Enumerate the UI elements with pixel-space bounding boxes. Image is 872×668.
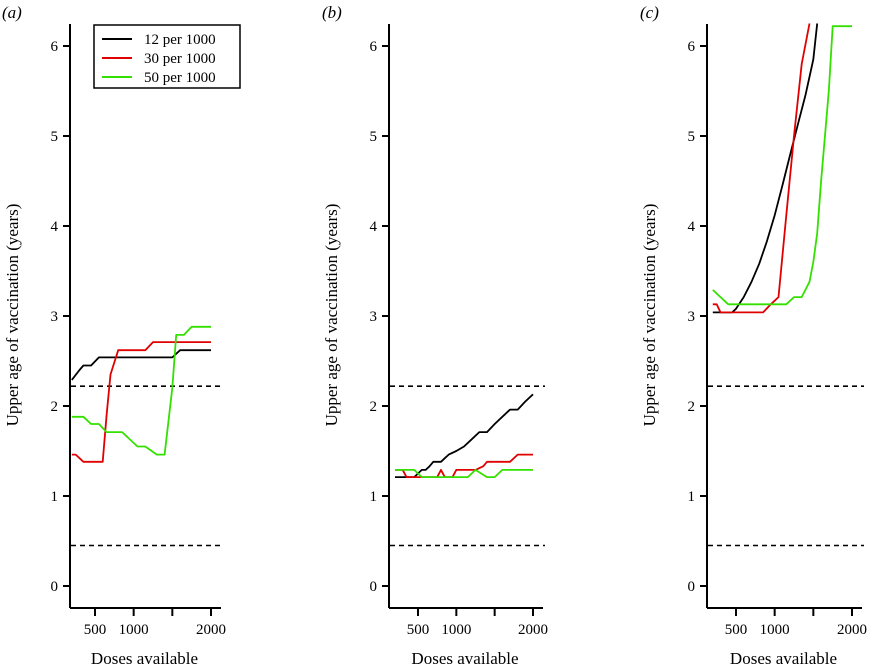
y-tick-label: 3 (688, 309, 696, 325)
x-axis-title: Doses available (730, 649, 837, 668)
series-line-12-per-1000 (712, 23, 819, 314)
x-tick-label: 1000 (441, 622, 471, 638)
series-line-50-per-1000 (712, 25, 852, 306)
y-tick-label: 1 (688, 489, 696, 505)
y-tick-label: 2 (370, 399, 378, 415)
y-axis-title: Upper age of vaccination (years) (322, 204, 341, 427)
y-tick-label: 1 (370, 489, 378, 505)
x-axis-title: Doses available (411, 649, 518, 668)
y-tick-label: 2 (51, 399, 59, 415)
y-tick-label: 4 (688, 219, 696, 235)
y-axis-title: Upper age of vaccination (years) (640, 204, 659, 427)
series-line-50-per-1000 (395, 468, 533, 479)
y-tick-label: 4 (370, 219, 378, 235)
y-tick-label: 6 (688, 39, 696, 55)
series-line-12-per-1000 (71, 349, 211, 381)
series-line-12-per-1000 (395, 393, 534, 479)
series-line-30-per-1000 (71, 341, 211, 463)
panel-label: (b) (322, 3, 342, 22)
y-tick-label: 5 (51, 129, 59, 145)
y-tick-label: 6 (370, 39, 378, 55)
legend-label: 30 per 1000 (144, 51, 216, 67)
y-tick-label: 3 (51, 309, 59, 325)
y-tick-label: 4 (51, 219, 59, 235)
y-tick-label: 3 (370, 309, 378, 325)
y-axis-title: Upper age of vaccination (years) (3, 204, 22, 427)
y-tick-label: 0 (51, 579, 59, 595)
y-tick-label: 1 (51, 489, 59, 505)
x-tick-label: 500 (84, 622, 107, 638)
series-line-30-per-1000 (395, 453, 533, 479)
series-line-50-per-1000 (71, 325, 211, 456)
x-tick-label: 1000 (119, 622, 149, 638)
y-tick-label: 0 (370, 579, 378, 595)
y-tick-label: 6 (51, 39, 59, 55)
x-tick-label: 2000 (518, 622, 548, 638)
x-tick-label: 500 (407, 622, 430, 638)
legend: 12 per 1000 30 per 1000 50 per 1000 (93, 24, 241, 89)
panel-label: (c) (640, 3, 659, 22)
series-line-30-per-1000 (712, 23, 811, 314)
legend-label: 50 per 1000 (144, 70, 216, 86)
x-tick-label: 2000 (196, 622, 226, 638)
y-tick-label: 0 (688, 579, 696, 595)
x-tick-label: 500 (725, 622, 748, 638)
y-tick-label: 5 (688, 129, 696, 145)
y-tick-label: 5 (370, 129, 378, 145)
x-tick-label: 1000 (760, 622, 790, 638)
x-axis-title: Doses available (91, 649, 198, 668)
x-tick-label: 2000 (837, 622, 867, 638)
legend-label: 12 per 1000 (144, 32, 216, 48)
panel-a: (a) 0 1 2 3 4 5 6 500 1000 2000 Doses available Uppe… (2, 3, 241, 668)
y-tick-label: 2 (688, 399, 696, 415)
panel-label: (a) (2, 3, 22, 22)
